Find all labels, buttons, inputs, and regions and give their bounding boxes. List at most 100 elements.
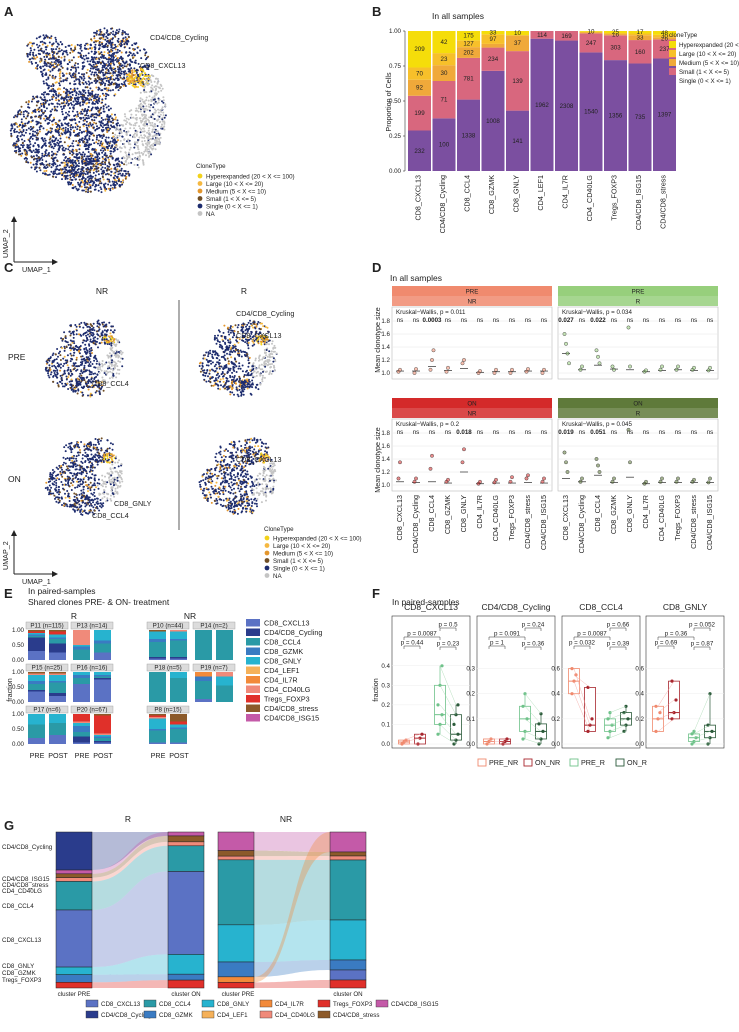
umap-cell: [242, 326, 245, 329]
umap-cell: [214, 334, 216, 337]
umap-cell: [55, 165, 58, 168]
umap-cell: [48, 142, 51, 144]
umap-cell: [78, 148, 81, 151]
umap-cell: [114, 93, 117, 96]
umap-cell: [89, 392, 92, 395]
panel-c-col-r: R: [241, 286, 247, 296]
umap-cell: [37, 49, 40, 52]
umap-cell: [13, 128, 16, 131]
umap-cell: [125, 140, 128, 143]
umap-cell: [87, 89, 90, 92]
umap-cell: [121, 40, 124, 43]
umap-cell: [90, 162, 93, 165]
umap-cell: [41, 163, 44, 166]
umap-cell: [20, 144, 23, 146]
umap-cell: [248, 327, 251, 330]
umap-cell: [61, 338, 64, 341]
umap-cell: [127, 33, 129, 36]
umap-cell: [64, 147, 67, 150]
umap-cell: [95, 162, 98, 165]
umap-cell: [72, 74, 74, 77]
umap-cell: [77, 388, 80, 391]
umap-cell: [92, 67, 95, 69]
umap-cell: [77, 181, 79, 184]
umap-cell: [41, 98, 44, 101]
umap-cell: [272, 350, 275, 353]
umap-cell: [103, 94, 105, 97]
y-tick: 0.75: [389, 63, 402, 70]
umap-cell: [227, 368, 230, 371]
umap-cell: [164, 114, 167, 117]
umap-cell: [24, 124, 27, 127]
umap-cell: [147, 99, 150, 102]
umap-cell: [112, 72, 115, 74]
umap-cell: [93, 188, 96, 191]
umap-cell: [29, 58, 32, 61]
umap-cell: [106, 37, 109, 40]
umap-cell: [54, 129, 57, 132]
umap-cell: [102, 110, 105, 113]
umap-cell: [63, 149, 66, 152]
umap-cell: [237, 350, 240, 353]
umap-cell: [74, 126, 77, 129]
umap-cell: [134, 151, 137, 154]
umap-cell: [113, 186, 116, 189]
umap-cell: [98, 42, 101, 44]
umap-cell: [96, 322, 99, 325]
umap-cell: [137, 139, 139, 141]
umap-cell: [34, 67, 37, 70]
umap-cell: [74, 362, 77, 365]
legend-label: Single (0 < X <= 1): [679, 78, 731, 85]
umap-cell: [74, 122, 77, 125]
umap-cell: [75, 379, 78, 382]
umap-cell: [80, 110, 83, 113]
umap-cell: [98, 111, 101, 114]
x-tick-label: CD8_CCL4: [462, 175, 471, 212]
umap-cell: [243, 375, 245, 378]
umap-cell: [131, 84, 134, 87]
umap-cell: [113, 354, 116, 357]
umap-cell: [30, 135, 33, 138]
umap-cell: [81, 167, 84, 170]
umap-cell: [36, 64, 39, 67]
umap-cell: [100, 121, 103, 124]
umap-cell: [29, 51, 32, 54]
umap-cell: [123, 157, 126, 159]
umap-cell: [98, 126, 101, 129]
umap-cell: [21, 124, 24, 127]
umap-cell: [82, 176, 84, 178]
legend-swatch: [197, 188, 203, 194]
umap-cell: [127, 141, 130, 144]
umap-cell: [203, 378, 206, 381]
umap-cell: [63, 55, 66, 58]
umap-cell: [97, 329, 100, 332]
umap-cell: [105, 370, 108, 373]
umap-cell: [115, 338, 118, 341]
umap-cell: [269, 370, 272, 373]
umap-cell: [49, 127, 52, 130]
umap-cell: [107, 52, 110, 55]
umap-cell: [36, 129, 39, 132]
umap-cell: [104, 97, 107, 100]
umap-cell: [105, 58, 108, 61]
umap-cell: [258, 327, 261, 330]
umap-cell: [245, 370, 247, 373]
umap-cell: [85, 347, 88, 349]
umap-cell: [50, 154, 53, 157]
umap-cell: [87, 388, 90, 391]
umap-cell: [146, 81, 149, 83]
umap-cell: [69, 369, 72, 371]
umap-cell: [231, 375, 234, 378]
umap-cell: [109, 89, 112, 92]
umap-cell: [63, 174, 66, 177]
umap-cell: [242, 393, 245, 396]
umap-cell: [58, 47, 61, 50]
umap-cell: [94, 43, 97, 46]
umap-cell: [57, 129, 60, 132]
umap-cell: [143, 124, 145, 127]
umap-cell: [35, 157, 38, 160]
umap-cell: [88, 138, 91, 141]
umap-cell: [52, 42, 55, 45]
umap-cell: [123, 163, 126, 166]
umap-cell: [132, 135, 135, 138]
